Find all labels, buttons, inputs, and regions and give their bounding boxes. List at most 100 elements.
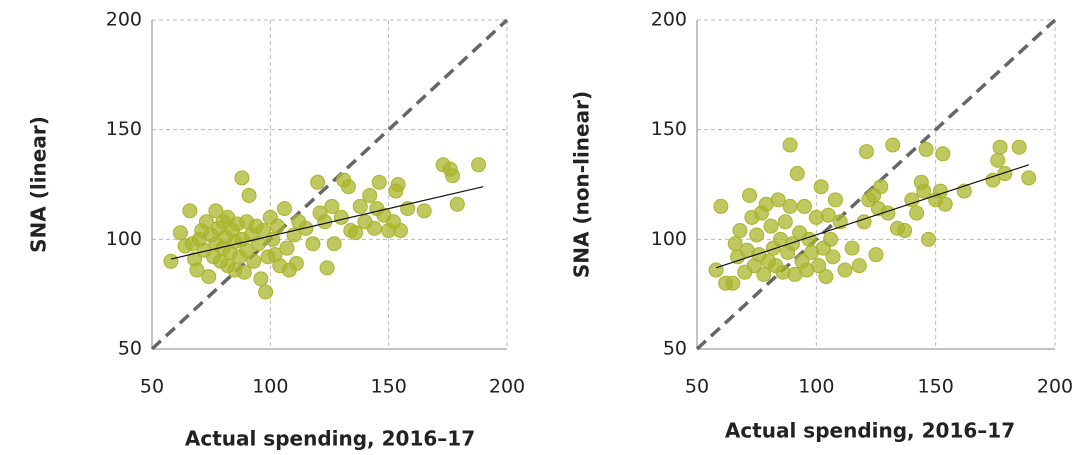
scatter-point bbox=[246, 253, 262, 269]
scatter-point bbox=[904, 192, 920, 208]
scatter-point bbox=[305, 236, 321, 252]
scatter-point bbox=[340, 179, 356, 195]
x-tick-label: 50 bbox=[140, 376, 164, 398]
scatter-point bbox=[269, 218, 285, 234]
scatter-point bbox=[749, 227, 765, 243]
scatter-point bbox=[813, 179, 829, 195]
scatter-point bbox=[811, 258, 827, 274]
scatter-point bbox=[163, 253, 179, 269]
scatter-point bbox=[770, 192, 786, 208]
scatter-point bbox=[825, 249, 841, 265]
x-tick-label: 200 bbox=[489, 376, 525, 398]
scatter-point bbox=[990, 152, 1006, 168]
chart-panel: 50 100 150 200 50 100 150 200 Actual spending, 2… bbox=[27, 9, 526, 451]
scatter-point bbox=[708, 262, 724, 278]
trend-line bbox=[170, 186, 484, 260]
x-tick-label: 200 bbox=[1037, 376, 1073, 398]
scatter-point bbox=[208, 203, 224, 219]
scatter-point bbox=[909, 205, 925, 221]
scatter-point bbox=[251, 236, 266, 252]
scatter-point bbox=[858, 144, 874, 160]
scatter-point bbox=[782, 198, 798, 214]
scatter-point bbox=[921, 231, 937, 247]
scatter-point bbox=[818, 269, 834, 285]
scatter-point bbox=[789, 166, 805, 182]
reference-line bbox=[695, 18, 1057, 351]
scatter-point bbox=[918, 141, 934, 157]
scatter-point bbox=[844, 240, 860, 256]
scatter-point bbox=[449, 196, 465, 212]
x-tick-label: 100 bbox=[252, 376, 288, 398]
scatter-point bbox=[725, 275, 741, 291]
scatter-point bbox=[416, 203, 432, 219]
scatter-point bbox=[198, 214, 214, 230]
scatter-point bbox=[366, 220, 382, 236]
y-tick-label: 50 bbox=[118, 338, 142, 360]
scatter-point bbox=[742, 187, 758, 203]
x-tick-label: 150 bbox=[371, 376, 407, 398]
x-axis-title: Actual spending, 2016–17 bbox=[185, 427, 475, 451]
scatter-point bbox=[279, 240, 295, 256]
scatter-point bbox=[851, 258, 867, 274]
x-tick-label: 150 bbox=[918, 376, 954, 398]
scatter-point bbox=[784, 236, 800, 252]
scatter-point bbox=[732, 223, 748, 239]
scatter-point bbox=[885, 137, 901, 153]
scatter-point bbox=[390, 177, 406, 192]
scatter-point bbox=[997, 166, 1013, 182]
scatter-point bbox=[189, 262, 205, 278]
y-axis-title: SNA (linear) bbox=[27, 116, 51, 253]
scatter-point bbox=[992, 139, 1008, 155]
scatter-point bbox=[326, 236, 342, 252]
reference-line bbox=[150, 18, 509, 351]
scatter-point bbox=[371, 174, 387, 190]
y-tick-label: 150 bbox=[651, 118, 687, 140]
trend-line bbox=[715, 164, 1029, 269]
scatter-point bbox=[258, 284, 274, 300]
scatter-point bbox=[277, 201, 293, 217]
chart-panel: 50 100 150 200 50 100 150 200 Actual spending, 2… bbox=[570, 9, 1074, 443]
scatter-point bbox=[471, 157, 487, 173]
scatter-point bbox=[935, 146, 951, 162]
scatter-point bbox=[239, 242, 255, 258]
scatter-point bbox=[445, 168, 461, 184]
scatter-point bbox=[236, 264, 252, 280]
y-tick-label: 50 bbox=[663, 338, 687, 360]
y-axis-title: SNA (non-linear) bbox=[570, 91, 594, 278]
scatter-point bbox=[796, 198, 812, 214]
scatter-point bbox=[288, 255, 304, 271]
scatter-point bbox=[182, 203, 198, 219]
scatter-point bbox=[234, 170, 250, 186]
y-tick-label: 200 bbox=[651, 9, 687, 31]
scatter-point bbox=[985, 172, 1001, 188]
scatter-point bbox=[820, 207, 836, 223]
x-tick-label: 100 bbox=[798, 376, 834, 398]
scatter-point bbox=[937, 196, 953, 212]
scatter-point bbox=[352, 198, 368, 214]
scatter-point bbox=[713, 198, 729, 214]
scatter-point bbox=[241, 187, 257, 203]
scatter-point bbox=[1011, 139, 1027, 155]
y-tick-label: 100 bbox=[106, 228, 142, 250]
scatter-point bbox=[348, 225, 364, 241]
scatter-point bbox=[201, 269, 217, 285]
scatter-point bbox=[916, 183, 932, 199]
scatter-point bbox=[362, 187, 378, 203]
scatter-point bbox=[763, 218, 779, 234]
scatter-point bbox=[756, 266, 772, 282]
scatter-point bbox=[393, 223, 408, 239]
y-tick-label: 100 bbox=[651, 228, 687, 250]
scatter-point bbox=[319, 260, 335, 276]
scatter-point bbox=[782, 137, 798, 153]
scatter-point bbox=[777, 214, 793, 230]
scatter-point bbox=[837, 262, 853, 278]
scatter-point bbox=[827, 192, 843, 208]
scatter-point bbox=[897, 223, 913, 239]
scatter-point bbox=[823, 231, 839, 247]
x-tick-label: 50 bbox=[685, 376, 709, 398]
scatter-point bbox=[873, 179, 889, 195]
scatter-point bbox=[310, 174, 326, 190]
scatter-point bbox=[324, 198, 340, 214]
scatter-point bbox=[868, 247, 884, 263]
